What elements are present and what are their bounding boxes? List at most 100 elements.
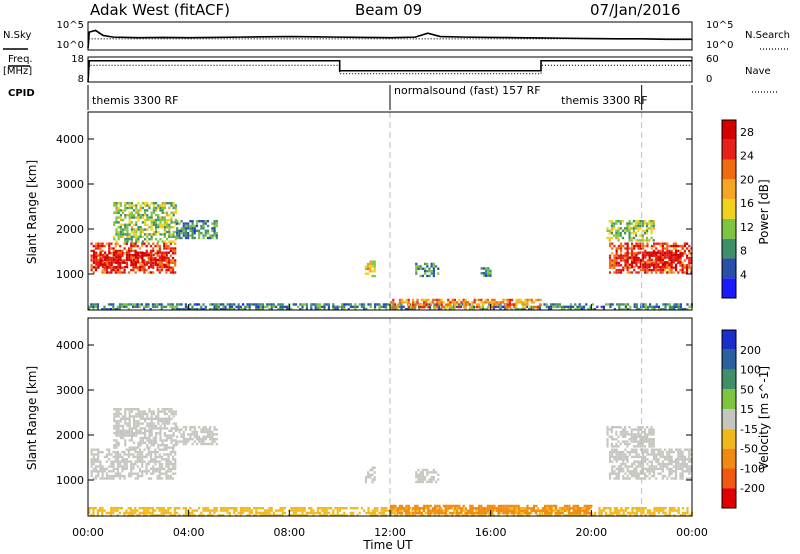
- data-cell: [611, 455, 614, 459]
- data-cell: [321, 514, 324, 517]
- data-cell: [561, 308, 564, 311]
- data-cell: [261, 507, 264, 510]
- data-cell: [644, 263, 647, 266]
- data-cell: [147, 271, 150, 274]
- data-cell: [486, 507, 489, 510]
- data-cell: [508, 504, 511, 508]
- data-cell: [246, 514, 249, 517]
- data-cell: [163, 444, 166, 447]
- data-cell: [664, 511, 667, 515]
- data-cell: [180, 308, 183, 311]
- data-cell: [103, 477, 106, 480]
- data-cell: [135, 216, 138, 219]
- data-cell: [123, 252, 126, 255]
- data-cell: [683, 244, 686, 248]
- data-cell: [145, 305, 148, 309]
- data-cell: [611, 252, 614, 255]
- velocity-colorbar-tick-6: -100: [740, 462, 765, 475]
- data-cell: [160, 455, 164, 459]
- data-cell: [524, 305, 527, 309]
- data-cell: [610, 222, 614, 225]
- data-cell: [679, 308, 682, 311]
- data-cell: [170, 436, 173, 440]
- data-cell: [160, 261, 164, 265]
- data-cell: [558, 514, 561, 517]
- data-cell: [330, 514, 333, 517]
- data-cell: [670, 458, 673, 461]
- data-cell: [159, 251, 162, 254]
- data-cell: [281, 509, 284, 512]
- data-cell: [233, 509, 236, 512]
- data-cell: [513, 511, 516, 515]
- data-cell: [253, 507, 256, 510]
- data-cell: [447, 298, 450, 302]
- data-cell: [150, 422, 153, 425]
- data-cell: [130, 429, 133, 432]
- data-cell: [189, 435, 192, 438]
- data-cell: [193, 426, 196, 429]
- data-cell: [679, 303, 682, 306]
- data-cell: [202, 303, 205, 306]
- scatter-region-9: [606, 220, 655, 242]
- data-cell: [145, 467, 148, 471]
- data-cell: [548, 511, 551, 515]
- data-cell: [618, 305, 621, 309]
- data-cell: [444, 308, 447, 311]
- data-cell: [126, 417, 129, 420]
- data-cell: [583, 507, 586, 510]
- velocity-colorbar-tick-2: 50: [740, 383, 754, 396]
- data-cell: [116, 308, 119, 311]
- data-cell: [464, 303, 467, 306]
- data-cell: [117, 410, 120, 413]
- data-cell: [618, 303, 621, 306]
- data-cell: [130, 467, 133, 471]
- data-cell: [421, 480, 424, 484]
- data-cell: [343, 507, 346, 510]
- data-cell: [690, 261, 693, 265]
- data-cell: [147, 261, 150, 265]
- data-cell: [184, 428, 188, 431]
- data-cell: [242, 509, 245, 512]
- data-cell: [334, 514, 337, 517]
- data-cell: [136, 450, 139, 454]
- data-cell: [112, 450, 115, 454]
- data-cell: [624, 507, 627, 510]
- data-cell: [204, 428, 207, 431]
- data-cell: [213, 224, 216, 228]
- data-cell: [407, 305, 410, 309]
- data-cell: [141, 427, 144, 430]
- data-cell: [577, 509, 580, 512]
- data-cell: [545, 305, 548, 309]
- data-cell: [416, 511, 419, 515]
- data-cell: [209, 442, 212, 446]
- data-cell: [641, 430, 644, 434]
- data-cell: [568, 507, 571, 510]
- data-cell: [121, 233, 125, 236]
- data-cell: [213, 426, 216, 429]
- data-cell: [108, 265, 111, 269]
- data-cell: [112, 268, 115, 272]
- data-cell: [121, 507, 124, 510]
- data-cell: [524, 303, 527, 306]
- data-cell: [152, 266, 155, 269]
- data-cell: [504, 507, 507, 510]
- data-cell: [184, 222, 188, 225]
- data-cell: [103, 470, 106, 473]
- data-cell: [661, 242, 664, 245]
- data-cell: [130, 216, 133, 219]
- data-cell: [110, 308, 113, 311]
- data-cell: [149, 458, 153, 461]
- data-cell: [619, 455, 623, 459]
- data-cell: [565, 305, 568, 309]
- data-cell: [200, 224, 203, 228]
- data-cell: [427, 504, 430, 508]
- data-cell: [425, 301, 428, 304]
- data-cell: [108, 256, 111, 259]
- data-cell: [480, 301, 483, 304]
- data-cell: [176, 435, 179, 438]
- data-cell: [149, 244, 153, 248]
- data-cell: [674, 242, 678, 245]
- data-cell: [198, 514, 201, 517]
- data-cell: [533, 301, 536, 304]
- data-cell: [150, 221, 153, 224]
